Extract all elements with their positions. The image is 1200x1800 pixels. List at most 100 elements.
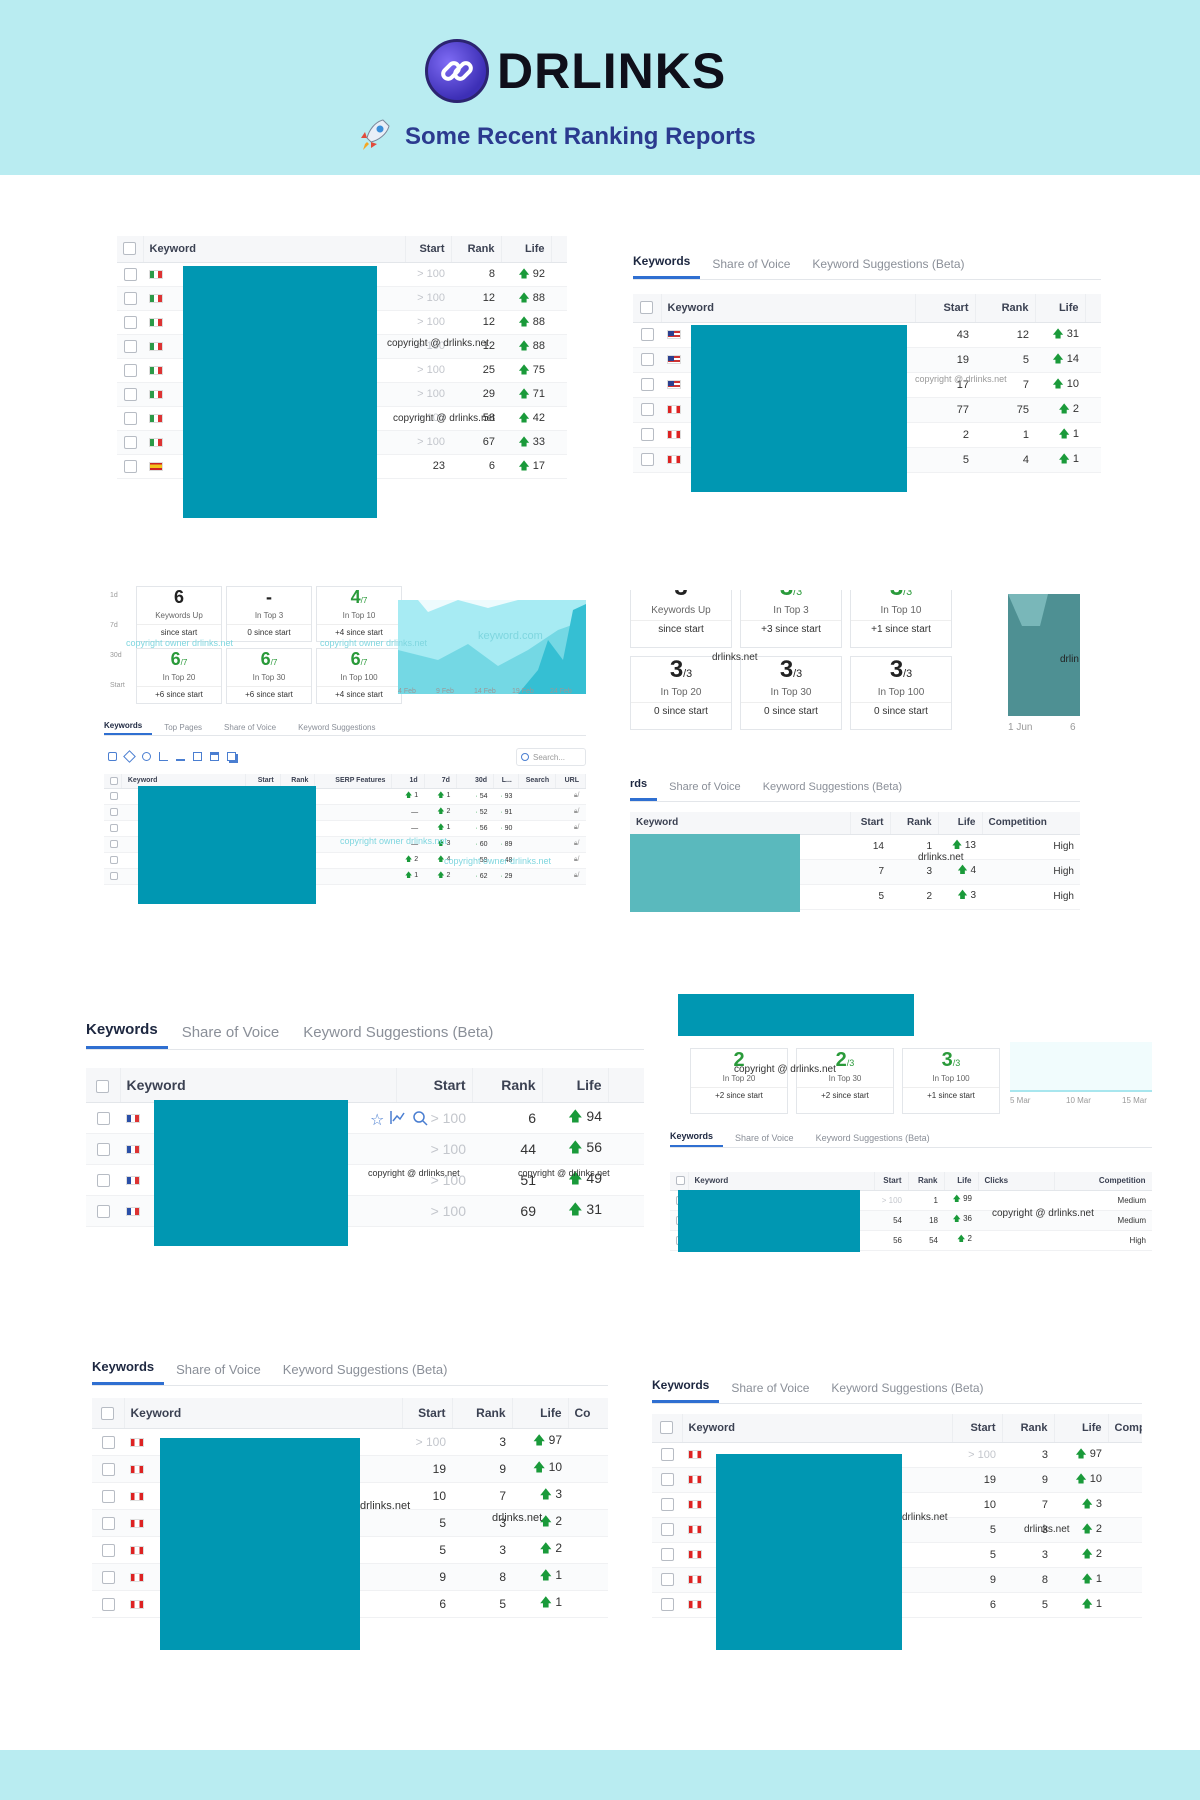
row-checkbox[interactable]: [110, 824, 118, 832]
col-clicks[interactable]: Clicks: [978, 1172, 1055, 1191]
tab-share-of-voice[interactable]: Share of Voice: [712, 257, 791, 271]
row-checkbox[interactable]: [110, 808, 118, 816]
lock-icon[interactable]: 🔒︎/: [555, 804, 586, 821]
row-checkbox[interactable]: [101, 1543, 115, 1557]
row-checkbox[interactable]: [110, 840, 118, 848]
row-checkbox[interactable]: [123, 387, 137, 401]
col-life[interactable]: Life: [512, 1398, 569, 1429]
tab-keywords[interactable]: rds: [630, 778, 658, 801]
tab-share-of-voice[interactable]: Share of Voice: [735, 1133, 794, 1143]
row-checkbox[interactable]: [660, 1598, 674, 1611]
col-life[interactable]: Life: [1054, 1414, 1109, 1443]
chart-icon[interactable]: [159, 752, 168, 761]
col-start[interactable]: Start: [402, 1398, 453, 1429]
row-checkbox[interactable]: [640, 428, 654, 441]
tab-keywords[interactable]: Keywords: [633, 254, 701, 279]
tab-share-of-voice[interactable]: Share of Voice: [731, 1381, 810, 1395]
col-competition[interactable]: Competition: [982, 812, 1080, 835]
col-life[interactable]: Life: [501, 236, 552, 263]
tab-keywords[interactable]: Keywords: [104, 721, 153, 735]
col-header[interactable]: 1d: [391, 774, 425, 789]
col-start[interactable]: Start: [850, 812, 891, 835]
period-label[interactable]: Start: [110, 682, 125, 689]
select-all-checkbox[interactable]: [123, 242, 137, 256]
select-all-checkbox[interactable]: [660, 1421, 674, 1435]
col-rank[interactable]: Rank: [890, 812, 939, 835]
col-life[interactable]: Life: [1035, 294, 1086, 323]
col-keyword[interactable]: Keyword: [682, 1414, 953, 1443]
lock-icon[interactable]: 🔒︎/: [555, 788, 586, 805]
row-checkbox[interactable]: [660, 1523, 674, 1536]
row-checkbox[interactable]: [96, 1174, 110, 1188]
row-checkbox[interactable]: [101, 1462, 115, 1476]
row-checkbox[interactable]: [660, 1448, 674, 1461]
col-header[interactable]: L...: [493, 774, 519, 789]
tab-keyword-suggestions[interactable]: Keyword Suggestions (Beta): [812, 257, 965, 271]
copy-icon[interactable]: [227, 752, 236, 761]
period-label[interactable]: 1d: [110, 592, 118, 599]
row-checkbox[interactable]: [101, 1489, 115, 1503]
search-input[interactable]: Search...: [516, 748, 586, 766]
row-checkbox[interactable]: [96, 1143, 110, 1157]
select-all-checkbox[interactable]: [110, 776, 118, 785]
row-checkbox[interactable]: [123, 435, 137, 449]
lock-icon[interactable]: 🔒︎/: [555, 836, 586, 853]
tab-keyword-suggestions[interactable]: Keyword Suggestions (Beta): [815, 1133, 930, 1143]
row-checkbox[interactable]: [110, 792, 118, 800]
row-checkbox[interactable]: [640, 403, 654, 416]
tab-keyword-suggestions[interactable]: Keyword Suggestions (Beta): [831, 1381, 984, 1395]
col-competition[interactable]: Comp: [1108, 1414, 1142, 1443]
search-icon[interactable]: [412, 1110, 428, 1131]
download-icon[interactable]: [176, 752, 185, 761]
row-checkbox[interactable]: [96, 1205, 110, 1219]
tab-keywords[interactable]: Keywords: [670, 1131, 724, 1147]
row-checkbox[interactable]: [123, 339, 137, 353]
lock-icon[interactable]: 🔒︎/: [555, 868, 586, 885]
col-start[interactable]: Start: [396, 1068, 473, 1103]
tab-keywords[interactable]: Keywords: [86, 1021, 168, 1049]
col-competition[interactable]: Co: [568, 1398, 608, 1429]
star-icon[interactable]: ☆: [370, 1112, 385, 1129]
row-checkbox[interactable]: [660, 1548, 674, 1561]
col-start[interactable]: Start: [874, 1172, 909, 1191]
tab-keyword-suggestions[interactable]: Keyword Suggestions (Beta): [303, 1024, 494, 1041]
trash-icon[interactable]: [210, 752, 219, 761]
lock-icon[interactable]: 🔒︎/: [555, 852, 586, 869]
col-header[interactable]: 30d: [456, 774, 495, 789]
row-checkbox[interactable]: [640, 353, 654, 366]
col-keyword[interactable]: Keyword: [630, 812, 851, 835]
row-checkbox[interactable]: [640, 378, 654, 391]
select-all-checkbox[interactable]: [676, 1176, 685, 1186]
tab-share-of-voice[interactable]: Share of Voice: [669, 781, 741, 793]
col-rank[interactable]: Rank: [472, 1068, 543, 1103]
tab-share-of-voice[interactable]: Share of Voice: [176, 1362, 261, 1377]
period-label[interactable]: 7d: [110, 622, 118, 629]
tab-top-pages[interactable]: Top Pages: [164, 723, 203, 732]
row-checkbox[interactable]: [640, 453, 654, 466]
col-keyword[interactable]: Keyword: [124, 1398, 403, 1429]
col-header[interactable]: URL: [555, 774, 586, 789]
pencil-icon[interactable]: [193, 752, 202, 761]
refresh-icon[interactable]: [142, 752, 151, 761]
col-start[interactable]: Start: [915, 294, 976, 323]
col-life[interactable]: Life: [938, 812, 983, 835]
row-checkbox[interactable]: [123, 315, 137, 329]
select-all-checkbox[interactable]: [96, 1079, 110, 1093]
select-all-checkbox[interactable]: [640, 301, 654, 315]
lock-icon[interactable]: 🔒︎/: [555, 820, 586, 837]
col-life[interactable]: Life: [944, 1172, 979, 1191]
tab-keywords[interactable]: Keywords: [652, 1378, 720, 1403]
row-checkbox[interactable]: [101, 1570, 115, 1584]
col-rank[interactable]: Rank: [975, 294, 1036, 323]
row-checkbox[interactable]: [123, 291, 137, 305]
tab-share-of-voice[interactable]: Share of Voice: [181, 1024, 280, 1041]
col-keyword[interactable]: Keyword: [120, 1068, 397, 1103]
col-start[interactable]: Start: [952, 1414, 1003, 1443]
tab-keywords[interactable]: Keywords: [92, 1359, 165, 1385]
col-keyword[interactable]: Keyword: [688, 1172, 875, 1191]
row-checkbox[interactable]: [123, 459, 137, 473]
col-rank[interactable]: Rank: [451, 236, 502, 263]
col-rank[interactable]: Rank: [908, 1172, 945, 1191]
row-checkbox[interactable]: [640, 328, 654, 341]
select-all-checkbox[interactable]: [101, 1406, 115, 1420]
